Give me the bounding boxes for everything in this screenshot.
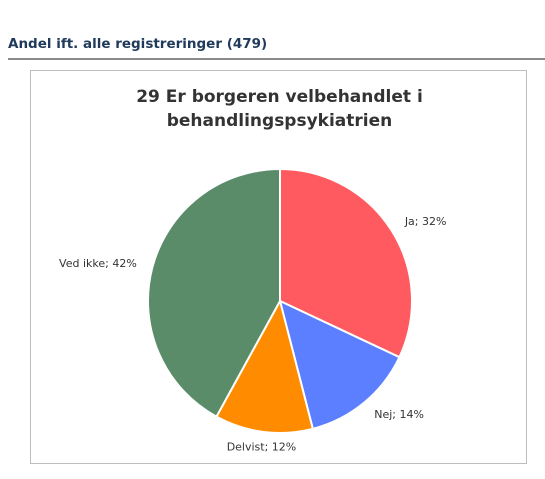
pie-slice (215, 298, 315, 434)
chart-title-wrap: 29 Er borgeren velbehandlet i behandling… (31, 85, 528, 133)
pie-slice (279, 167, 413, 359)
section-title: Andel ift. alle registreringer (479) (8, 36, 268, 52)
chart-frame: 29 Er borgeren velbehandlet i behandling… (30, 70, 527, 464)
pie-slice (278, 299, 401, 431)
data-label: Delvist; 12% (227, 441, 297, 454)
data-label: Ja; 32% (404, 215, 447, 228)
divider (8, 58, 545, 60)
data-label: Nej; 14% (374, 408, 424, 421)
pie-slice (147, 167, 281, 419)
chart-title: 29 Er borgeren velbehandlet i behandling… (136, 87, 423, 131)
chart: Ja; 32% Nej; 14% Delvist; 12% Ved ikke; 42% (59, 167, 447, 454)
data-label: Ved ikke; 42% (59, 257, 137, 270)
